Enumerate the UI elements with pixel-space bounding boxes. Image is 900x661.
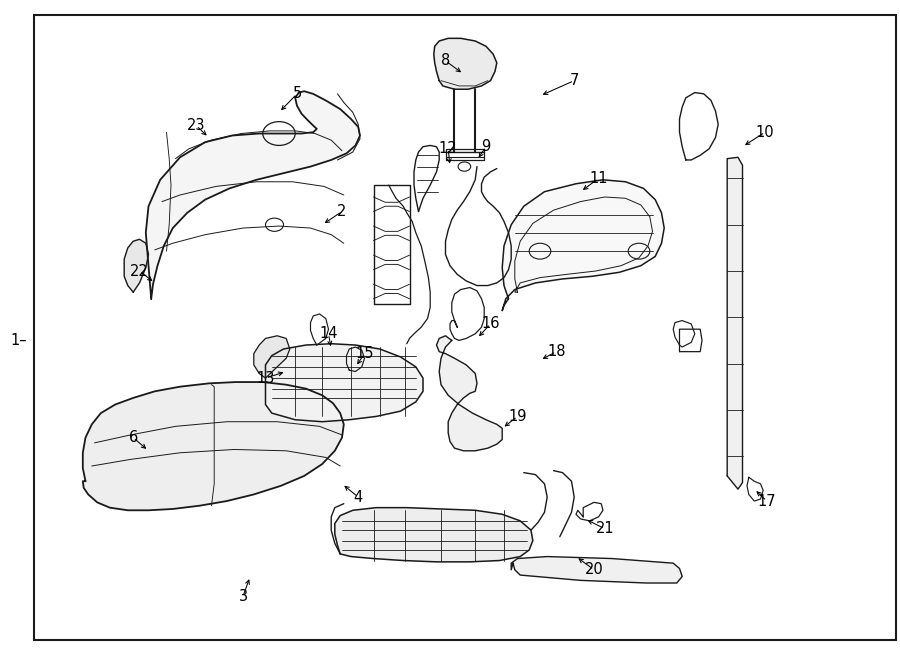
Text: 18: 18 [547,344,565,359]
Text: 19: 19 [508,409,526,424]
Text: 12: 12 [439,141,457,156]
Polygon shape [436,336,502,451]
Text: 6: 6 [129,430,138,445]
Text: 23: 23 [187,118,205,133]
Text: 8: 8 [441,54,450,68]
Polygon shape [146,91,360,299]
Text: 5: 5 [292,87,302,101]
Polygon shape [266,344,423,422]
Text: 11: 11 [590,171,608,186]
Polygon shape [83,382,344,510]
Polygon shape [511,557,682,583]
Polygon shape [254,336,290,378]
Polygon shape [727,157,742,489]
Text: 7: 7 [570,73,579,88]
Text: 3: 3 [238,589,248,603]
Text: 1–: 1– [11,333,27,348]
Text: 15: 15 [356,346,373,361]
Polygon shape [502,180,664,311]
Text: 20: 20 [585,563,603,577]
Text: 21: 21 [596,522,614,536]
Text: 2: 2 [338,204,346,219]
Text: 13: 13 [256,371,274,385]
Polygon shape [124,239,148,292]
Text: 9: 9 [482,139,490,154]
Polygon shape [335,508,533,562]
Polygon shape [434,38,497,89]
Text: 16: 16 [482,317,500,331]
Text: 22: 22 [130,264,148,278]
Text: 17: 17 [758,494,776,508]
Text: 10: 10 [756,125,774,139]
Text: 4: 4 [354,490,363,504]
Text: 14: 14 [320,327,338,341]
